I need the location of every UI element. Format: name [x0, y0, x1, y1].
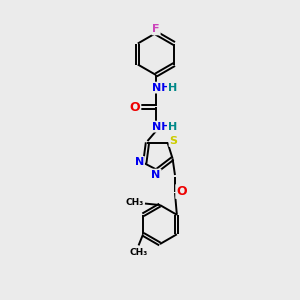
Text: N: N [152, 169, 160, 180]
Text: CH₃: CH₃ [130, 248, 148, 257]
Text: F: F [152, 24, 160, 34]
Text: S: S [169, 136, 178, 146]
Text: NH: NH [152, 82, 170, 93]
Text: O: O [176, 185, 187, 198]
Text: H: H [168, 122, 177, 132]
Text: N: N [135, 157, 144, 167]
Text: H: H [168, 82, 177, 93]
Text: CH₃: CH₃ [125, 197, 143, 206]
Text: NH: NH [152, 122, 170, 132]
Text: O: O [130, 100, 140, 114]
